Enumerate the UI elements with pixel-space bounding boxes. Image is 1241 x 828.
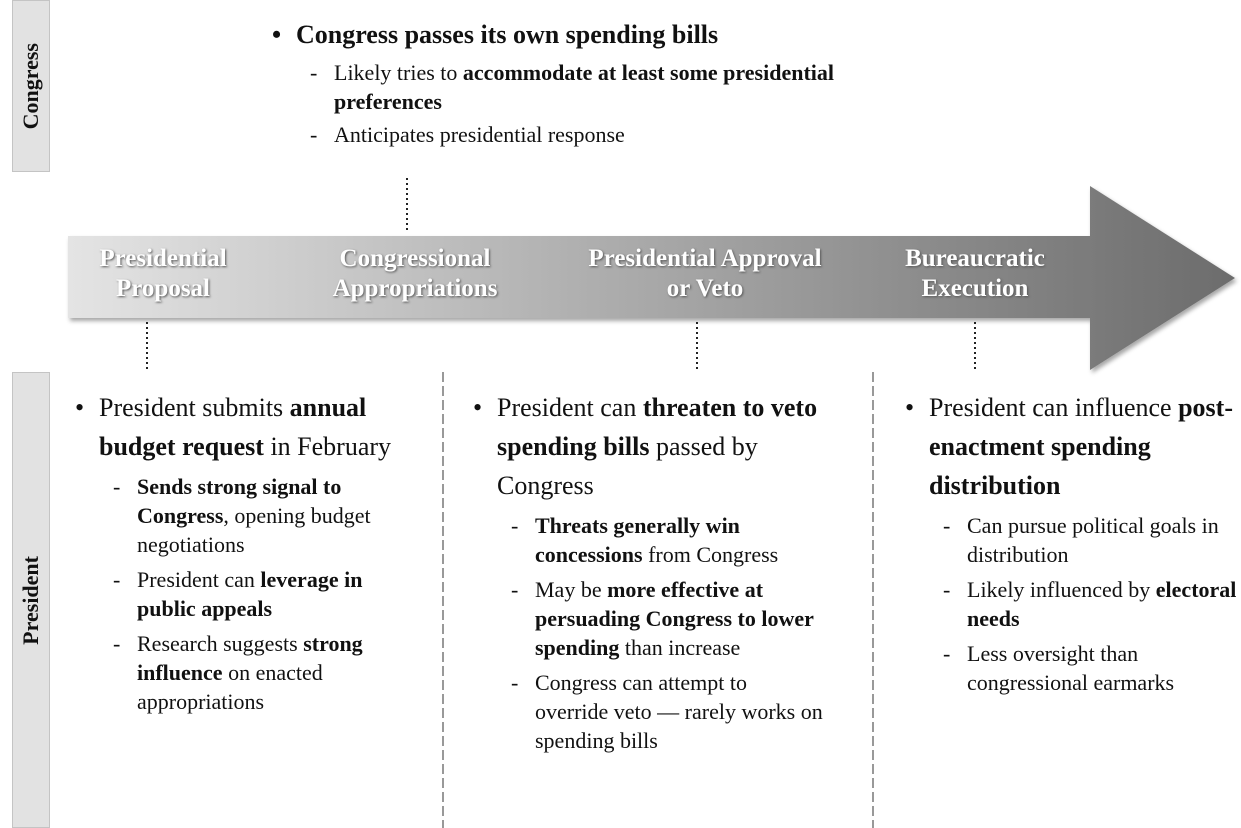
president-column: President can influence post-enactment s… [905, 388, 1237, 697]
timeline-arrow [68, 186, 1235, 370]
text-run: annual budget request [99, 393, 367, 461]
stage-label: Presidential Proposal [99, 245, 227, 302]
connectors [146, 178, 976, 370]
sub-bullet: Threats generally win concessions from C… [509, 511, 825, 569]
text-run: Likely influenced by [967, 577, 1151, 602]
text-run: strong influence [137, 631, 363, 685]
text-run: post-enactment spending distribution [929, 393, 1233, 500]
congress-label-box: Congress [12, 0, 50, 172]
sub-bullet: Less oversight than congressional earmar… [941, 639, 1237, 697]
text-run: electoral needs [967, 577, 1237, 631]
sub-bullet: Research suggests strong influence on en… [111, 629, 407, 716]
sub-bullet: Congress can attempt to override veto — … [509, 668, 825, 755]
text-run: Can pursue political goals in distributi… [967, 513, 1219, 567]
text-run: leverage in public appeals [137, 567, 363, 621]
text-run: May be [535, 577, 602, 602]
text-run: than increase [624, 635, 741, 660]
bullet: President submits annual budget request … [75, 388, 415, 466]
president-column: President submits annual budget request … [75, 388, 415, 716]
text-run: Congress passes its own spending bills [296, 20, 719, 49]
bullet: President can influence post-enactment s… [905, 388, 1235, 505]
text-run: from Congress [648, 542, 779, 567]
president-label-box: President [12, 372, 50, 828]
text-run: Anticipates presidential response [334, 122, 625, 147]
sub-bullet: Sends strong signal to Congress, opening… [111, 472, 407, 559]
text-run: Less oversight than congressional earmar… [967, 641, 1175, 695]
sub-bullet: President can leverage in public appeals [111, 565, 407, 623]
text-run: accommodate at least some presidential p… [334, 60, 834, 114]
bullet: Congress passes its own spending bills [272, 15, 832, 54]
text-run: passed by Congress [497, 432, 758, 500]
text-run: more effective at persuading Congress to… [535, 577, 814, 660]
congress-note: Congress passes its own spending bills Li… [272, 15, 834, 149]
text-run: Likely tries to [334, 60, 458, 85]
separators [442, 372, 874, 828]
text-run: Threats generally win concessions [535, 513, 740, 567]
text-run: Sends strong signal to Congress [137, 474, 342, 528]
text-run: President can [137, 567, 255, 592]
sub-bullet: Can pursue political goals in distributi… [941, 511, 1237, 569]
sub-bullet: Anticipates presidential response [308, 120, 834, 149]
text-run: Research suggests [137, 631, 298, 656]
stage-label: Presidential Approval or Veto [588, 245, 822, 302]
text-run: threaten to veto spending bills [497, 393, 818, 461]
sub-bullet: May be more effective at persuading Cong… [509, 575, 825, 662]
text-run: in February [270, 432, 392, 461]
stage-label: Bureaucratic Execution [905, 245, 1045, 302]
text-run: President can influence [929, 393, 1172, 422]
president-column: President can threaten to veto spending … [473, 388, 853, 755]
sub-bullet: Likely influenced by electoral needs [941, 575, 1237, 633]
text-run: on enacted appropriations [137, 660, 323, 714]
sub-bullet: Likely tries to accommodate at least som… [308, 58, 834, 116]
text-run: Congress can attempt to override veto — … [535, 670, 823, 753]
stage-label: Congressional Appropriations [332, 245, 498, 302]
text-run: President submits [99, 393, 284, 422]
text-run: President can [497, 393, 637, 422]
text-run: , opening budget negotiations [137, 503, 371, 557]
bullet: President can threaten to veto spending … [473, 388, 853, 505]
